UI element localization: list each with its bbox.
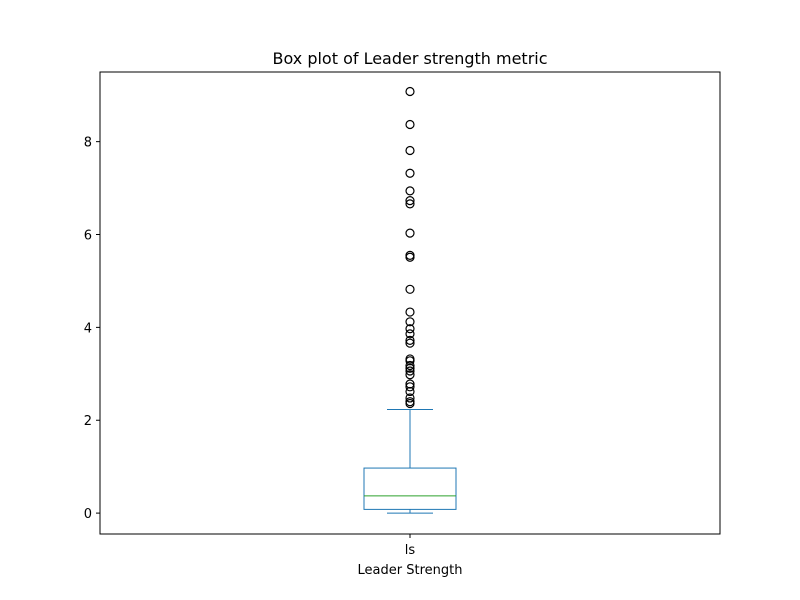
outlier-point [405, 284, 415, 294]
outlier-point [405, 199, 415, 209]
y-tick-label: 2 [84, 414, 92, 429]
y-tick-label: 8 [84, 136, 92, 151]
outlier-point [405, 228, 415, 238]
outlier-point [405, 338, 415, 348]
outlier-point [405, 317, 415, 327]
outlier-point [405, 329, 415, 339]
outlier-point [405, 366, 415, 376]
outlier-point [405, 393, 415, 403]
outlier-point [405, 356, 415, 366]
outlier-point [405, 324, 415, 334]
outlier-point [405, 370, 415, 380]
outlier-point [405, 168, 415, 178]
x-axis-label: Leader Strength [358, 563, 463, 578]
x-tick-label: ls [405, 543, 416, 558]
chart-title: Box plot of Leader strength metric [272, 49, 547, 68]
outlier-point [405, 86, 415, 97]
plot-area: 0 2 4 6 8 ls [84, 71, 721, 558]
outlier-point [405, 119, 415, 130]
outlier-point [405, 379, 415, 389]
outlier-point [405, 382, 415, 392]
outlier-point [405, 186, 415, 196]
outlier-point [405, 252, 415, 262]
outlier-point [405, 335, 415, 345]
outlier-point [405, 397, 415, 407]
y-tick-label: 4 [84, 321, 92, 336]
iqr-box [363, 467, 457, 510]
outlier-point [405, 250, 415, 261]
y-tick-label: 0 [84, 507, 92, 522]
y-tick-label: 6 [84, 229, 92, 244]
plot-frame [99, 71, 721, 535]
outlier-point [405, 354, 415, 364]
outlier-point [405, 196, 415, 206]
outlier-point [405, 360, 415, 371]
outlier-point [405, 307, 415, 317]
outlier-point [405, 145, 415, 156]
